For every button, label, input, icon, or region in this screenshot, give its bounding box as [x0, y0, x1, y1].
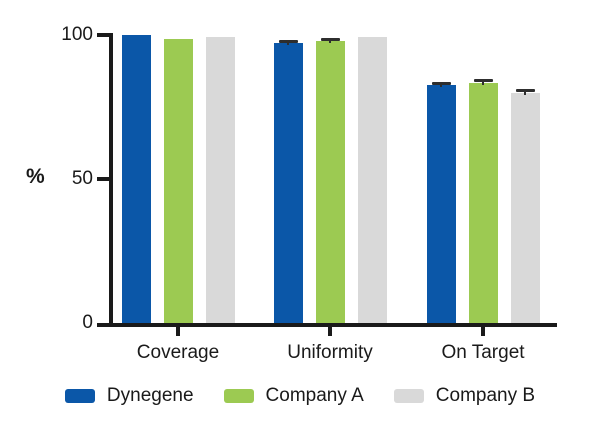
x-tick-mark-uniformity [328, 327, 332, 336]
bar-company-b-on-target [510, 92, 540, 323]
legend-label: Company B [435, 385, 536, 406]
y-tick-mark-100 [97, 32, 110, 37]
y-tick-label-100: 100 [61, 23, 93, 45]
bar-dynegene-uniformity [273, 42, 303, 323]
legend-label: Dynegene [106, 385, 194, 406]
legend-item-company-b: Company B [393, 385, 536, 407]
legend-item-company-a: Company A [223, 385, 364, 407]
bar-company-a-uniformity [315, 41, 345, 323]
y-tick-mark-50 [97, 176, 110, 181]
error-bar-whisker [524, 90, 526, 95]
bar-dynegene-coverage [121, 35, 151, 323]
x-axis-line [97, 323, 557, 327]
error-bar-cap [515, 89, 535, 93]
error-bar-cap [431, 81, 451, 85]
bar-company-a-coverage [163, 39, 193, 323]
bar-company-a-on-target [468, 82, 498, 323]
bar-company-b-uniformity [357, 37, 387, 323]
y-axis-title: % [26, 165, 45, 188]
error-bar-whisker [440, 82, 442, 88]
x-category-label-uniformity: Uniformity [287, 342, 373, 363]
error-bar-cap [320, 38, 340, 42]
y-axis-line [109, 33, 113, 327]
x-category-label-on-target: On Target [441, 342, 525, 363]
error-bar-whisker [482, 80, 484, 85]
error-bar-whisker [287, 40, 289, 45]
legend: Dynegene Company A Company B [0, 385, 600, 407]
legend-swatch-icon [223, 389, 254, 403]
legend-item-dynegene: Dynegene [64, 385, 194, 407]
x-tick-mark-coverage [176, 327, 180, 336]
x-tick-mark-on-target [481, 327, 485, 336]
error-bar-cap [278, 39, 298, 43]
bar-dynegene-on-target [426, 85, 456, 323]
legend-swatch-icon [64, 389, 95, 403]
y-tick-label-50: 50 [71, 167, 93, 189]
legend-label: Company A [265, 385, 364, 406]
bar-company-b-coverage [205, 36, 235, 323]
y-tick-label-0: 0 [82, 312, 93, 333]
error-bar-cap [473, 79, 493, 83]
error-bar-whisker [329, 39, 331, 44]
x-category-label-coverage: Coverage [136, 342, 220, 363]
legend-swatch-icon [393, 389, 424, 403]
